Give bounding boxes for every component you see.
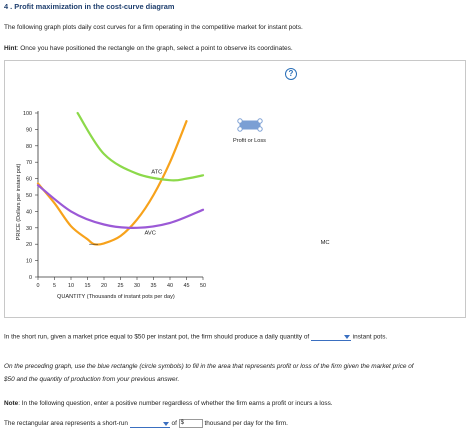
y-tick-label: 0 — [29, 275, 32, 281]
curve-atc — [76, 111, 205, 182]
note-label: Note — [4, 400, 19, 407]
chart-ticks: 0 5 10 15 20 25 30 35 40 45 50 0 10 20 30 40 50 60 70 80 90 1… — [23, 111, 206, 289]
rect-handle — [237, 126, 243, 132]
graph-panel: ? 0 5 10 15 20 25 30 35 40 45 50 0 10 20 30 40 50 60 70 80 9… — [4, 60, 466, 318]
profit-loss-rectangle — [239, 120, 261, 130]
y-tick-label: 10 — [26, 259, 32, 265]
intro-text: The following graph plots daily cost cur… — [4, 24, 303, 31]
question-title: 4 . Profit maximization in the cost-curv… — [4, 2, 175, 11]
y-tick-label: 30 — [26, 226, 32, 232]
x-tick-label: 40 — [167, 283, 173, 289]
profit-loss-select[interactable] — [129, 420, 170, 428]
of-text: of — [171, 420, 177, 428]
y-axis-label: PRICE (Dollars per instant pot) — [16, 163, 22, 241]
rect-handle — [237, 118, 243, 124]
y-tick-label: 40 — [26, 209, 32, 215]
rect-handle — [257, 126, 263, 132]
curve-label-mc: MC — [321, 240, 330, 246]
x-tick-label: 25 — [118, 283, 124, 289]
y-tick-label: 50 — [26, 193, 32, 199]
x-tick-label: 15 — [85, 283, 91, 289]
note-text: Note: In the following question, enter a… — [4, 400, 333, 407]
curve-label-avc: AVC — [144, 230, 156, 236]
rectangle-question-text: The rectangular area represents a short-… — [4, 420, 128, 428]
x-tick-label: 45 — [184, 283, 190, 289]
curve-label-atc: ATC — [151, 170, 162, 176]
chevron-down-icon — [162, 421, 169, 426]
amount-input[interactable]: $ — [178, 419, 203, 428]
x-tick-label: 35 — [151, 283, 157, 289]
quantity-select[interactable] — [310, 333, 351, 341]
hint-text: Hint: Once you have positioned the recta… — [4, 45, 293, 52]
profit-loss-rectangle-tool[interactable] — [237, 118, 263, 132]
short-run-suffix: instant pots. — [352, 333, 388, 341]
rectangle-question-suffix: thousand per day for the firm. — [204, 420, 288, 428]
y-tick-label: 60 — [26, 177, 32, 183]
chart-curves — [36, 111, 205, 246]
chart-curve-labels: MC ATC AVC — [89, 170, 330, 246]
rect-handle — [257, 118, 263, 124]
rectangle-question: The rectangular area represents a short-… — [4, 419, 288, 428]
chart-axes — [37, 111, 203, 278]
x-tick-label: 30 — [134, 283, 140, 289]
y-tick-label: 70 — [26, 160, 32, 166]
instructions-line-1: On the preceding graph, use the blue rec… — [4, 363, 414, 370]
y-tick-label: 90 — [26, 127, 32, 133]
x-tick-label: 10 — [68, 283, 74, 289]
legend-label: Profit or Loss — [233, 138, 266, 144]
dollar-sign: $ — [180, 420, 185, 426]
curve-avc — [36, 184, 205, 229]
hint-label: Hint — [4, 45, 17, 52]
y-tick-label: 100 — [23, 111, 32, 117]
y-tick-label: 80 — [26, 144, 32, 150]
x-tick-label: 20 — [101, 283, 107, 289]
curve-mc — [36, 120, 188, 246]
x-tick-label: 5 — [53, 283, 56, 289]
instructions-line-2: $50 and the quantity of production from … — [4, 376, 180, 383]
note-body: : In the following question, enter a pos… — [18, 400, 333, 407]
chevron-down-icon — [343, 335, 350, 339]
short-run-question: In the short run, given a market price e… — [4, 333, 387, 341]
y-tick-label: 20 — [26, 242, 32, 248]
short-run-text: In the short run, given a market price e… — [4, 333, 310, 341]
hint-body: : Once you have positioned the rectangle… — [16, 45, 293, 52]
x-tick-label: 50 — [200, 283, 206, 289]
x-axis-label: QUANTITY (Thousands of instant pots per … — [57, 294, 175, 300]
cost-curve-chart: 0 5 10 15 20 25 30 35 40 45 50 0 10 20 30 40 50 60 70 80 90 1… — [23, 111, 330, 289]
x-tick-label: 0 — [37, 283, 40, 289]
help-icon[interactable]: ? — [285, 68, 297, 80]
